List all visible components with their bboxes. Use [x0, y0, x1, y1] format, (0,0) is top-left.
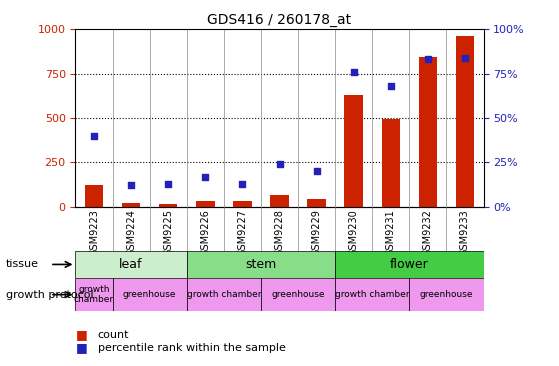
Bar — [159, 203, 178, 207]
Bar — [75, 251, 187, 278]
Text: GSM9232: GSM9232 — [423, 209, 433, 256]
Bar — [112, 278, 187, 311]
Bar — [85, 186, 103, 207]
Text: GSM9227: GSM9227 — [238, 209, 248, 256]
Point — [461, 55, 470, 61]
Point — [127, 183, 136, 188]
Text: tissue: tissue — [6, 259, 39, 269]
Text: flower: flower — [390, 258, 429, 271]
Bar — [122, 203, 140, 207]
Bar — [75, 278, 112, 311]
Text: greenhouse: greenhouse — [271, 290, 325, 299]
Bar — [187, 251, 335, 278]
Point — [312, 168, 321, 174]
Text: GSM9228: GSM9228 — [274, 209, 285, 256]
Text: ■: ■ — [75, 341, 87, 354]
Bar — [381, 119, 400, 207]
Text: growth protocol: growth protocol — [6, 290, 93, 300]
Bar — [344, 95, 363, 207]
Text: GSM9230: GSM9230 — [349, 209, 359, 256]
Text: GSM9226: GSM9226 — [200, 209, 210, 256]
Text: percentile rank within the sample: percentile rank within the sample — [98, 343, 286, 353]
Text: GSM9229: GSM9229 — [311, 209, 321, 256]
Point — [386, 83, 395, 89]
Point — [349, 69, 358, 75]
Bar — [419, 57, 437, 207]
Bar — [233, 201, 252, 207]
Text: growth chamber: growth chamber — [335, 290, 410, 299]
Bar — [261, 278, 335, 311]
Bar — [335, 278, 409, 311]
Text: ■: ■ — [75, 328, 87, 341]
Point — [238, 181, 247, 187]
Text: GSM9223: GSM9223 — [89, 209, 99, 256]
Title: GDS416 / 260178_at: GDS416 / 260178_at — [207, 13, 352, 27]
Text: greenhouse: greenhouse — [420, 290, 473, 299]
Text: leaf: leaf — [120, 258, 143, 271]
Text: GSM9231: GSM9231 — [386, 209, 396, 256]
Bar — [270, 195, 289, 207]
Bar — [196, 201, 215, 207]
Text: count: count — [98, 330, 129, 340]
Text: GSM9224: GSM9224 — [126, 209, 136, 256]
Point — [201, 174, 210, 180]
Bar — [409, 278, 484, 311]
Text: stem: stem — [245, 258, 277, 271]
Text: GSM9233: GSM9233 — [460, 209, 470, 256]
Text: GSM9225: GSM9225 — [163, 209, 173, 256]
Text: growth
chamber: growth chamber — [74, 285, 114, 305]
Bar — [187, 278, 261, 311]
Point — [275, 161, 284, 167]
Text: greenhouse: greenhouse — [123, 290, 177, 299]
Bar — [456, 36, 474, 207]
Text: growth chamber: growth chamber — [187, 290, 261, 299]
Point — [423, 56, 432, 62]
Bar — [307, 199, 326, 207]
Point — [164, 181, 173, 187]
Point — [89, 133, 98, 139]
Bar — [335, 251, 484, 278]
